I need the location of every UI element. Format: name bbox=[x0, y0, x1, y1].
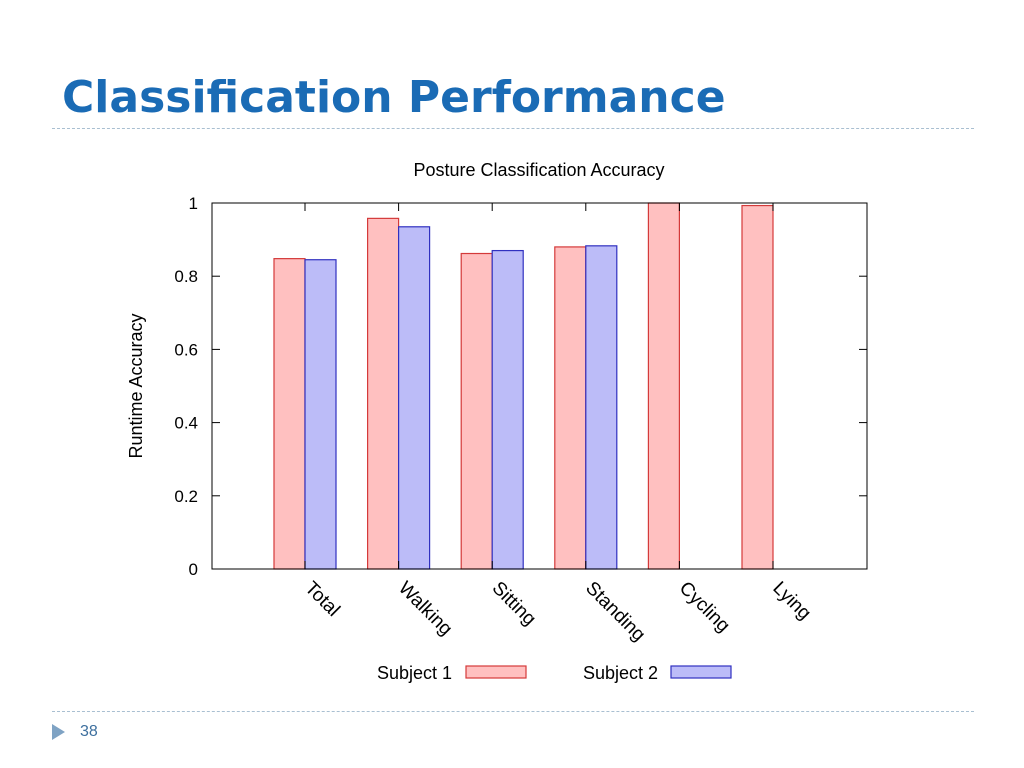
bar-subject-1-standing bbox=[554, 246, 587, 570]
x-tick-label-standing: Standing bbox=[581, 578, 649, 646]
legend: Subject 1 Subject 2 bbox=[377, 663, 732, 683]
bar-subject-1-sitting bbox=[460, 252, 493, 570]
x-tick-label-lying: Lying bbox=[768, 578, 814, 624]
bar-subject-1-lying bbox=[741, 204, 774, 570]
x-tick-label-walking: Walking bbox=[394, 578, 456, 640]
bar-subject-1-cycling bbox=[647, 202, 681, 570]
footer-divider bbox=[52, 711, 974, 712]
y-tick-label: 0.6 bbox=[174, 340, 198, 359]
y-tick-label: 1 bbox=[189, 194, 198, 213]
y-axis-label: Runtime Accuracy bbox=[126, 313, 146, 458]
bars-layer bbox=[273, 202, 774, 570]
bar-subject-2-walking bbox=[398, 226, 431, 570]
plot-frame bbox=[211, 202, 868, 570]
title-divider bbox=[52, 128, 974, 129]
legend-swatch-subject-1 bbox=[465, 665, 527, 679]
triangle-right-icon bbox=[52, 724, 65, 740]
y-tick-label: 0.8 bbox=[174, 267, 198, 286]
y-tick-label: 0 bbox=[189, 560, 198, 579]
bar-subject-2-total bbox=[304, 259, 337, 570]
bar-subject-2-standing bbox=[585, 245, 618, 570]
page-number: 38 bbox=[80, 723, 98, 740]
legend-label-subject-2: Subject 2 bbox=[583, 663, 658, 683]
bar-subject-1-total bbox=[273, 258, 306, 570]
bar-subject-1-walking bbox=[367, 217, 400, 570]
legend-label-subject-1: Subject 1 bbox=[377, 663, 452, 683]
x-tick-label-sitting: Sitting bbox=[488, 578, 540, 630]
x-tick-label-cycling: Cycling bbox=[675, 578, 734, 637]
bar-subject-2-sitting bbox=[491, 249, 524, 570]
x-tick-label-total: Total bbox=[300, 578, 343, 621]
chart-title: Posture Classification Accuracy bbox=[413, 160, 664, 180]
legend-swatch-subject-2 bbox=[670, 665, 732, 679]
slide-title: Classification Performance bbox=[62, 72, 726, 123]
y-tick-label: 0.2 bbox=[174, 487, 198, 506]
y-tick-label: 0.4 bbox=[174, 414, 198, 433]
